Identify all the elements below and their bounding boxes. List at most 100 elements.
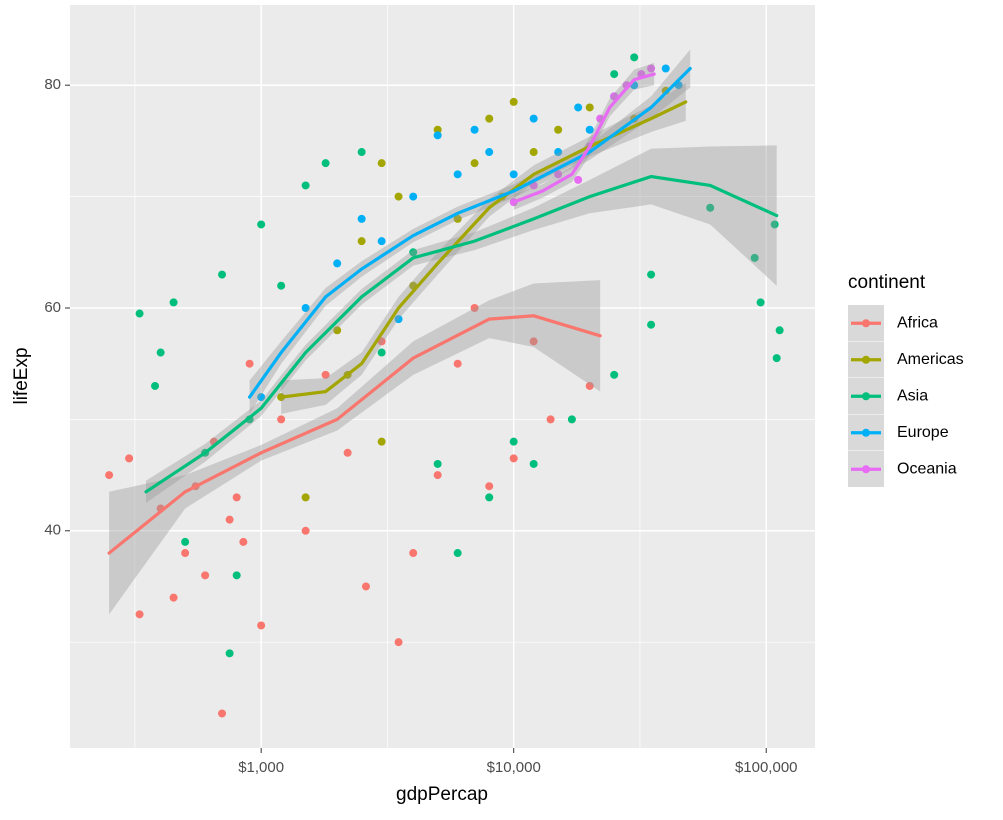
point [409,549,418,558]
smooth-line [107,314,602,555]
point [361,582,370,591]
point [453,214,462,223]
point [257,220,266,229]
point [245,359,254,368]
confidence-band [513,62,655,210]
point [135,610,144,619]
x-tick-label: $10,000 [487,759,541,776]
point [647,270,656,279]
smooth-line [279,100,688,399]
point [135,309,144,318]
point [409,248,418,257]
point [433,471,442,480]
point [661,64,670,73]
point [453,549,462,558]
point [453,170,462,179]
point [574,103,583,112]
point [470,303,479,312]
smooth-line [512,72,656,204]
point [239,537,248,546]
point [169,593,178,602]
point [394,315,403,324]
point [433,459,442,468]
point [485,493,494,502]
point [218,709,227,718]
point [394,638,403,647]
point [756,298,765,307]
point [610,70,619,79]
legend-dot [862,355,870,364]
point [585,381,594,390]
point [301,493,310,502]
point [485,482,494,491]
point [509,170,518,179]
point [453,359,462,368]
point [225,649,234,658]
point [125,454,134,463]
point [509,454,518,463]
legend-title: continent [848,272,926,293]
confidence-band [146,145,777,503]
point [394,192,403,201]
point [277,281,286,290]
legend-label: Americas [897,351,964,368]
point [301,181,310,190]
point [610,370,619,379]
smooth-line [144,174,779,494]
point [554,148,563,157]
point [321,370,330,379]
legend-dot [862,319,870,328]
point [156,348,165,357]
point [567,415,576,424]
point [377,348,386,357]
point [485,114,494,123]
point [775,326,784,335]
legend-label: Oceania [897,460,957,477]
x-tick-label: $1,000 [238,759,284,776]
point [257,621,266,630]
point [357,148,366,157]
point [277,415,286,424]
point [333,326,342,335]
point [357,214,366,223]
legend-dot [862,392,870,401]
point [321,159,330,168]
point [301,303,310,312]
legend-label: Europe [897,424,949,441]
point [485,148,494,157]
point [470,125,479,134]
point [554,125,563,134]
legend-label: Africa [897,314,938,331]
point [574,175,583,184]
point [529,459,538,468]
point [301,526,310,535]
y-tick-label: 80 [44,76,61,93]
point [647,320,656,329]
point [377,237,386,246]
point [630,53,639,62]
legend-dot [862,465,870,474]
point [377,437,386,446]
legend-label: Asia [897,387,928,404]
point [409,192,418,201]
y-tick-label: 40 [44,522,61,539]
point [232,493,241,502]
y-axis-title: lifeExp [11,347,32,404]
smooth-line [248,66,692,399]
point [181,549,190,558]
point [585,125,594,134]
point [509,437,518,446]
point [433,125,442,134]
point [750,253,759,262]
point [225,515,234,524]
point [529,337,538,346]
point [706,203,715,212]
point [546,415,555,424]
point [585,103,594,112]
point [357,237,366,246]
point [105,471,114,480]
point [218,270,227,279]
point [257,393,266,402]
